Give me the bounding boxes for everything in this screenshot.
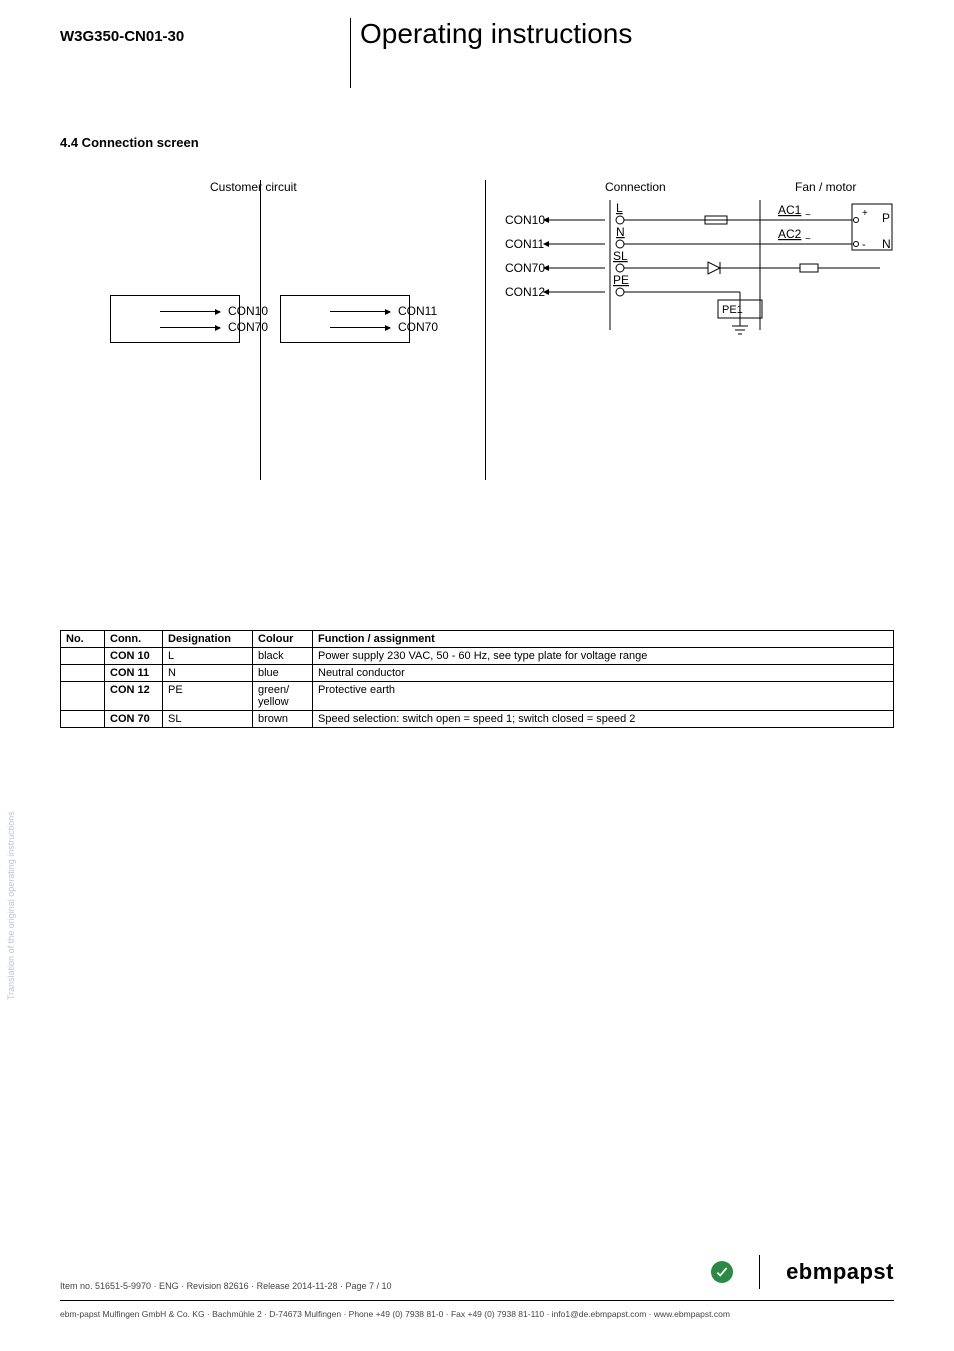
con-label: CON70 bbox=[228, 320, 268, 334]
cell-desig: PE bbox=[163, 682, 253, 711]
svg-text:AC2: AC2 bbox=[778, 227, 802, 241]
cell-no bbox=[61, 682, 105, 711]
footer-company-line: ebm-papst Mulfingen GmbH & Co. KG · Bach… bbox=[60, 1309, 730, 1319]
footer-item-info: Item no. 51651-5-9970 · ENG · Revision 8… bbox=[60, 1281, 392, 1291]
logo-suffix: papst bbox=[833, 1259, 894, 1284]
cell-desig: L bbox=[163, 648, 253, 665]
page-title: Operating instructions bbox=[360, 18, 632, 50]
connection-diagram: Customer circuit Connection Fan / motor … bbox=[60, 180, 894, 500]
footer-divider bbox=[60, 1300, 894, 1301]
svg-text:N: N bbox=[616, 225, 625, 239]
arrow bbox=[330, 311, 390, 312]
connection-label: Connection bbox=[605, 180, 666, 194]
arrow bbox=[160, 311, 220, 312]
svg-text:L: L bbox=[616, 201, 623, 215]
cell-desig: SL bbox=[163, 711, 253, 728]
th-conn: Conn. bbox=[105, 631, 163, 648]
header-divider bbox=[350, 18, 351, 88]
arrow bbox=[330, 327, 390, 328]
greentech-icon bbox=[711, 1261, 733, 1283]
cell-func: Protective earth bbox=[313, 682, 894, 711]
table-row: CON 10 L black Power supply 230 VAC, 50 … bbox=[61, 648, 894, 665]
svg-text:CON70: CON70 bbox=[505, 261, 545, 275]
cell-no bbox=[61, 665, 105, 682]
connection-table: No. Conn. Designation Colour Function / … bbox=[60, 630, 894, 728]
product-code: W3G350-CN01-30 bbox=[60, 28, 184, 45]
vertical-divider-2 bbox=[485, 180, 486, 480]
cell-conn: CON 12 bbox=[105, 682, 163, 711]
con-label: CON70 bbox=[398, 320, 438, 334]
th-no: No. bbox=[61, 631, 105, 648]
svg-text:CON10: CON10 bbox=[505, 213, 545, 227]
customer-box-1 bbox=[110, 295, 240, 343]
section-title: 4.4 Connection screen bbox=[60, 135, 199, 150]
page: W3G350-CN01-30 Operating instructions 4.… bbox=[0, 0, 954, 1351]
svg-text:CON12: CON12 bbox=[505, 285, 545, 299]
logo-divider bbox=[759, 1255, 760, 1289]
logo-prefix: ebm bbox=[786, 1259, 833, 1284]
th-colour: Colour bbox=[253, 631, 313, 648]
cell-colour: blue bbox=[253, 665, 313, 682]
customer-circuit-label: Customer circuit bbox=[210, 180, 297, 194]
cell-conn: CON 70 bbox=[105, 711, 163, 728]
table-row: CON 11 N blue Neutral conductor bbox=[61, 665, 894, 682]
cell-desig: N bbox=[163, 665, 253, 682]
svg-text:SL: SL bbox=[613, 249, 628, 263]
cell-no bbox=[61, 648, 105, 665]
cell-func: Neutral conductor bbox=[313, 665, 894, 682]
table-body: CON 10 L black Power supply 230 VAC, 50 … bbox=[61, 648, 894, 728]
cell-colour: brown bbox=[253, 711, 313, 728]
th-desig: Designation bbox=[163, 631, 253, 648]
th-func: Function / assignment bbox=[313, 631, 894, 648]
cell-no bbox=[61, 711, 105, 728]
schematic-svg: AC1 ~ + P L CON10 AC2 ~ - N N CON11 bbox=[500, 200, 894, 360]
svg-text:PE1: PE1 bbox=[722, 304, 743, 316]
svg-text:~: ~ bbox=[805, 234, 811, 245]
cell-func: Speed selection: switch open = speed 1; … bbox=[313, 711, 894, 728]
cell-conn: CON 10 bbox=[105, 648, 163, 665]
svg-text:N: N bbox=[882, 237, 891, 251]
table-row: CON 70 SL brown Speed selection: switch … bbox=[61, 711, 894, 728]
cell-conn: CON 11 bbox=[105, 665, 163, 682]
logo-block: ebmpapst bbox=[711, 1255, 894, 1289]
con-label: CON11 bbox=[398, 304, 437, 318]
ac-label: AC1 bbox=[778, 203, 802, 217]
cell-func: Power supply 230 VAC, 50 - 60 Hz, see ty… bbox=[313, 648, 894, 665]
cell-colour: green/ yellow bbox=[253, 682, 313, 711]
sidebar-translation-note: Translation of the original operating in… bbox=[6, 811, 16, 1000]
table-row: CON 12 PE green/ yellow Protective earth bbox=[61, 682, 894, 711]
svg-text:PE: PE bbox=[613, 273, 629, 287]
customer-box-2 bbox=[280, 295, 410, 343]
svg-text:CON11: CON11 bbox=[505, 237, 544, 251]
arrow bbox=[160, 327, 220, 328]
cell-colour: black bbox=[253, 648, 313, 665]
table-header-row: No. Conn. Designation Colour Function / … bbox=[61, 631, 894, 648]
fan-motor-label: Fan / motor bbox=[795, 180, 856, 194]
svg-text:P: P bbox=[882, 211, 890, 225]
con-label: CON10 bbox=[228, 304, 268, 318]
ebmpapst-logo: ebmpapst bbox=[786, 1259, 894, 1285]
header: W3G350-CN01-30 Operating instructions bbox=[60, 18, 894, 88]
svg-text:+: + bbox=[862, 208, 868, 219]
svg-text:~: ~ bbox=[805, 210, 811, 221]
svg-text:-: - bbox=[862, 239, 866, 251]
